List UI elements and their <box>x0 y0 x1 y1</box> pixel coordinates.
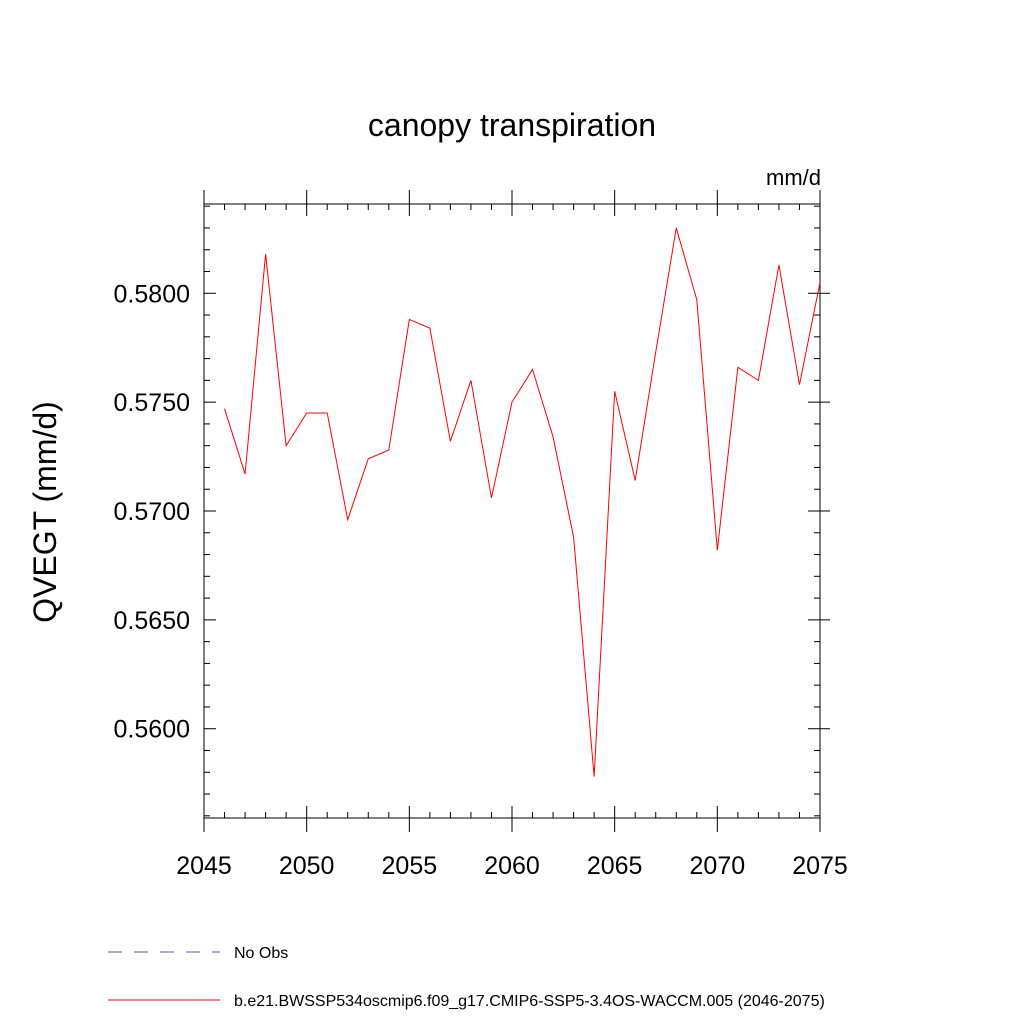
series-layer <box>224 227 821 777</box>
y-tick-label: 0.5700 <box>114 498 190 526</box>
x-tick-label: 2070 <box>690 852 746 880</box>
x-tick-label: 2060 <box>484 852 540 880</box>
chart-title: canopy transpiration <box>368 107 656 143</box>
series-line <box>224 227 821 777</box>
x-tick-label: 2075 <box>792 852 848 880</box>
y-axis-label: QVEGT (mm/d) <box>27 401 63 623</box>
plot-frame <box>203 203 821 819</box>
ticks-layer: 2045 2050 2055 2060 2065 2070 2075 0.5600 0.5650… <box>114 190 848 880</box>
y-tick-label: 0.5750 <box>114 389 190 417</box>
units-label: mm/d <box>766 165 821 190</box>
y-tick-label: 0.5800 <box>114 280 190 308</box>
legend-label: No Obs <box>234 945 288 962</box>
x-tick-label: 2050 <box>279 852 335 880</box>
x-tick-label: 2065 <box>587 852 643 880</box>
legend-label: b.e21.BWSSP534oscmip6.f09_g17.CMIP6-SSP5… <box>234 993 825 1010</box>
legend: No Obs b.e21.BWSSP534oscmip6.f09_g17.CMIP… <box>108 945 825 1010</box>
y-tick-label: 0.5650 <box>114 607 190 635</box>
x-tick-label: 2055 <box>382 852 438 880</box>
x-tick-label: 2045 <box>176 852 232 880</box>
y-tick-label: 0.5600 <box>114 716 190 744</box>
